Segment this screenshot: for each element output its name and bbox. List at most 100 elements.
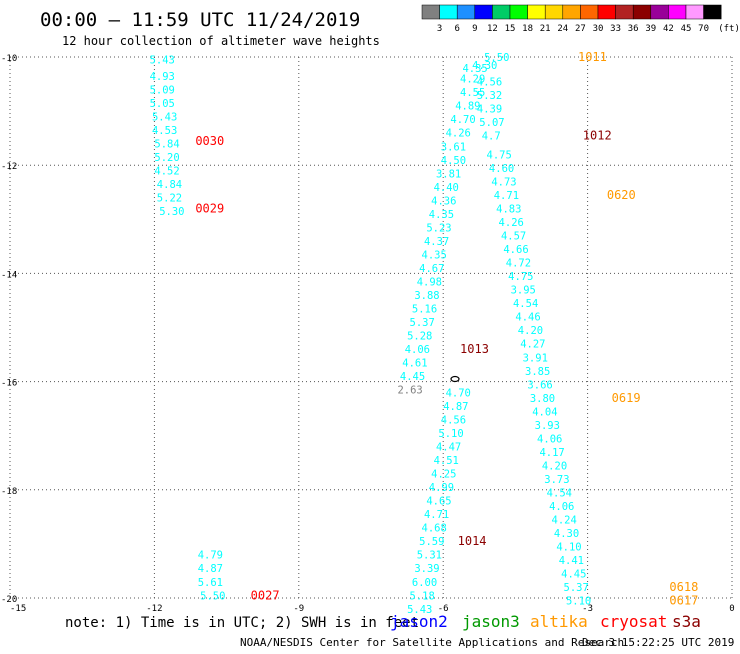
- wave-height-value: 4.06: [405, 344, 430, 356]
- wave-height-value: 4.54: [547, 488, 572, 500]
- wave-height-colorbar: 3 6 9 12 15 18 21 24 27 30 33 36 39 42 45 70 (ft): [421, 4, 740, 34]
- track-s3a: 4.354.294.554.894.704.263.614.503.814.40…: [397, 63, 488, 397]
- pass-time-label: 1014: [458, 534, 487, 548]
- wave-height-value: 5.20: [154, 152, 179, 164]
- wave-height-value: 4.47: [436, 442, 461, 454]
- colorbar-label: 30: [593, 24, 604, 34]
- wave-height-value: 4.27: [520, 339, 545, 351]
- wave-height-value: 5.59: [419, 536, 444, 548]
- wave-height-value: 3.85: [525, 366, 550, 378]
- colorbar-label: 70: [698, 24, 709, 34]
- colorbar-swatch: [685, 4, 704, 20]
- wave-height-value: 4.20: [542, 460, 567, 472]
- satellite-legend: jason2 jason3 altika cryosat s3a: [390, 612, 701, 631]
- wave-height-value: 5.31: [417, 550, 442, 562]
- map-grid: -10 -12 -14 -16 -18 -20-15 -12 -9 -6 -3 0: [1, 54, 735, 614]
- wave-height-value: 4.17: [539, 447, 564, 459]
- colorbar-swatch: [632, 4, 652, 20]
- colorbar-label: 3: [437, 24, 442, 34]
- wave-height-value: 4.93: [150, 71, 175, 83]
- wave-height-value: 4.35: [422, 249, 447, 261]
- wave-height-value: 4.98: [417, 277, 442, 289]
- wave-height-value: 6.00: [412, 577, 437, 589]
- wave-height-value: 5.10: [438, 428, 463, 440]
- colorbar-swatch: [509, 4, 528, 20]
- wave-height-value: 5.23: [426, 222, 451, 234]
- wave-height-value: 3.81: [436, 168, 461, 180]
- lat-tick-label: -10: [1, 54, 17, 64]
- lat-tick-label: -12: [1, 162, 17, 172]
- footer-credit: NOAA/NESDIS Center for Satellite Applica…: [240, 636, 624, 649]
- map-title: 00:00 – 11:59 UTC 11/24/2019: [40, 9, 360, 31]
- legend-item-altika: altika: [530, 612, 588, 631]
- wave-height-value: 4.79: [198, 550, 223, 562]
- wave-height-value: 4.40: [434, 182, 459, 194]
- colorbar-unit: (ft): [718, 24, 740, 34]
- wave-height-value: 4.65: [426, 496, 451, 508]
- wave-height-value: 4.57: [501, 231, 526, 243]
- lat-tick-label: -18: [1, 487, 17, 497]
- wave-height-value: 5.16: [412, 304, 437, 316]
- wave-height-value: 3.93: [535, 420, 560, 432]
- wave-height-value: 4.72: [506, 258, 531, 270]
- lon-tick-label: -15: [10, 604, 26, 614]
- wave-height-value: 4.87: [198, 563, 223, 575]
- lon-tick-label: -3: [582, 604, 593, 614]
- wave-height-value: 5.22: [157, 193, 182, 205]
- lon-tick-label: -6: [438, 604, 449, 614]
- track-s3a: 4.30 4.56 5.324.39 5.074.7 1012: [472, 60, 612, 142]
- wave-height-value: 4.04: [532, 406, 557, 418]
- wave-height-value: 4.51: [434, 455, 459, 467]
- wave-height-value: 4.06: [537, 433, 562, 445]
- lon-tick-label: 0: [729, 604, 734, 614]
- wave-height-value: 3.73: [544, 474, 569, 486]
- colorbar-swatch: [668, 4, 687, 20]
- altimeter-tracks: 5.434.935.095.055.434.535.845.204.524.84…: [150, 50, 699, 616]
- wave-height-value: 4.45: [400, 371, 425, 383]
- pass-time-label: 0030: [195, 134, 224, 148]
- pass-time-label: 0027: [251, 588, 280, 602]
- wave-height-value: 4.45: [561, 569, 586, 581]
- colorbar-swatch: [492, 4, 511, 20]
- colorbar-label: 9: [472, 24, 477, 34]
- legend-note: note: 1) Time is in UTC; 2) SWH is in fe…: [65, 615, 419, 631]
- colorbar-swatch: [650, 4, 669, 20]
- wave-height-value: 5.32: [477, 90, 502, 102]
- colorbar-swatch: [474, 4, 493, 20]
- wave-height-value: 4.26: [499, 217, 524, 229]
- colorbar-swatch: [597, 4, 616, 20]
- wave-height-value: 4.60: [489, 163, 514, 175]
- wave-height-value: 4.75: [508, 271, 533, 283]
- wave-height-value: 5.09: [150, 84, 175, 96]
- wave-height-value: 4.89: [455, 101, 480, 113]
- wave-height-value: 4.68: [422, 523, 447, 535]
- wave-height-value: 5.43: [150, 55, 175, 67]
- wave-height-value: 4.99: [429, 482, 454, 494]
- wave-height-value: 4.36: [431, 195, 456, 207]
- wave-height-value: 4.83: [496, 203, 521, 215]
- wave-height-value: 4.06: [549, 501, 574, 513]
- wave-height-value: 3.95: [511, 285, 536, 297]
- wave-height-value: 4.54: [513, 298, 538, 310]
- colorbar-label: 36: [628, 24, 639, 34]
- lon-tick-label: -12: [146, 604, 162, 614]
- wave-height-value: 4.46: [515, 312, 540, 324]
- wave-height-value: 3.91: [523, 352, 548, 364]
- colorbar-label: 21: [540, 24, 551, 34]
- colorbar-label: 12: [487, 24, 498, 34]
- track-cryosat: 4.794.87 5.615.50 0027: [198, 550, 280, 603]
- colorbar-label: 18: [522, 24, 533, 34]
- wave-height-value: 4.70: [446, 387, 471, 399]
- colorbar-swatch: [527, 4, 546, 20]
- wave-height-value: 5.43: [152, 112, 177, 124]
- wave-height-value: 4.84: [157, 179, 182, 191]
- wave-height-value: 4.87: [443, 401, 468, 413]
- colorbar-label: 42: [663, 24, 674, 34]
- colorbar-swatch: [562, 4, 581, 20]
- wave-height-value: 5.43: [407, 604, 432, 616]
- track-s3a: 4.70 4.874.56 5.10 4.474.51 4.254.99 4.654.71…: [407, 387, 486, 615]
- wave-height-value: 5.84: [154, 139, 179, 151]
- track-crossing-marker: [450, 375, 460, 383]
- pass-time-label: 1012: [583, 128, 612, 142]
